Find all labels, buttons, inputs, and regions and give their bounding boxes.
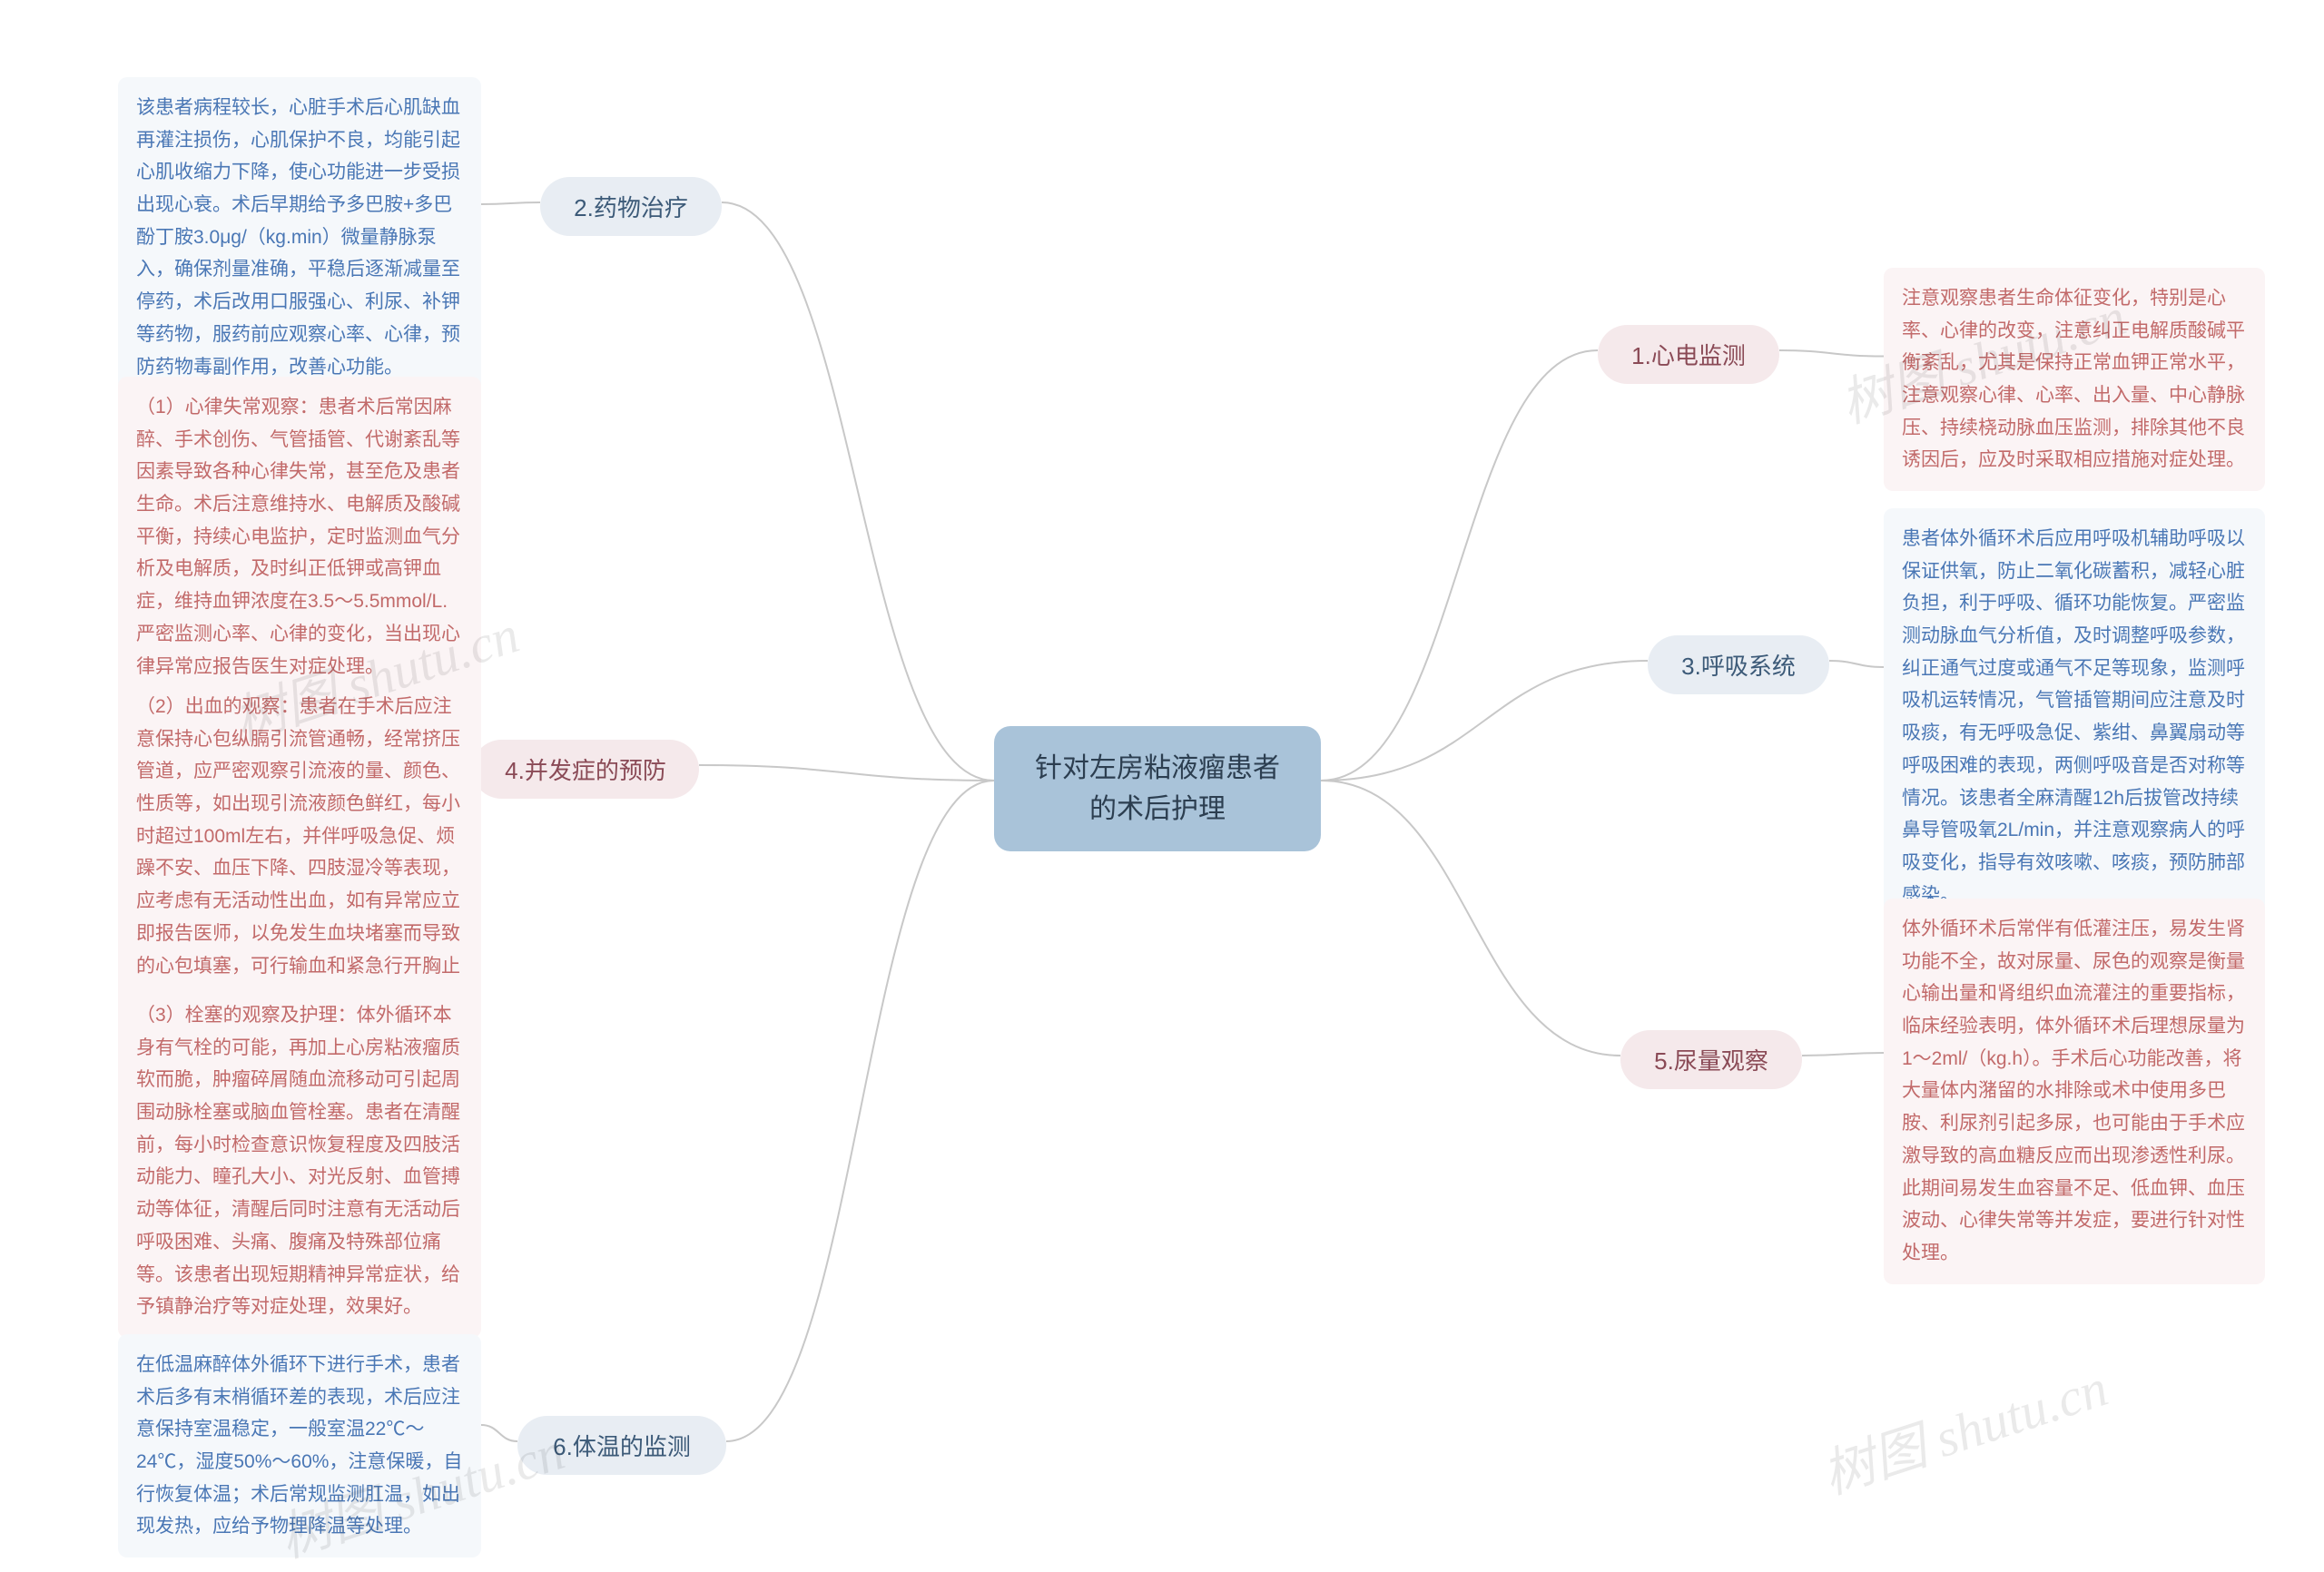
center-node-label: 针对左房粘液瘤患者的术后护理 [1027,748,1288,830]
branch-b3[interactable]: 3.呼吸系统 [1648,635,1829,694]
center-node[interactable]: 针对左房粘液瘤患者的术后护理 [994,726,1321,851]
leaf-b5-0[interactable]: 体外循环术后常伴有低灌注压，易发生肾功能不全，故对尿量、尿色的观察是衡量心输出量… [1884,899,2265,1284]
branch-b4-label: 4.并发症的预防 [505,752,666,786]
leaf-b4-0[interactable]: （1）心律失常观察：患者术后常因麻醉、手术创伤、气管插管、代谢紊乱等因素导致各种… [118,377,481,697]
leaf-b3-0-label: 患者体外循环术后应用呼吸机辅助呼吸以保证供氧，防止二氧化碳蓄积，减轻心脏负担，利… [1902,523,2247,911]
branch-b3-label: 3.呼吸系统 [1681,648,1796,682]
branch-b1-label: 1.心电监测 [1631,338,1746,371]
leaf-b3-0[interactable]: 患者体外循环术后应用呼吸机辅助呼吸以保证供氧，防止二氧化碳蓄积，减轻心脏负担，利… [1884,508,2265,926]
branch-b5[interactable]: 5.尿量观察 [1620,1030,1802,1089]
branch-b6[interactable]: 6.体温的监测 [517,1416,726,1475]
leaf-b5-0-label: 体外循环术后常伴有低灌注压，易发生肾功能不全，故对尿量、尿色的观察是衡量心输出量… [1902,913,2247,1270]
leaf-b6-0[interactable]: 在低温麻醉体外循环下进行手术，患者术后多有末梢循环差的表现，术后应注意保持室温稳… [118,1334,481,1557]
leaf-b4-2-label: （3）栓塞的观察及护理：体外循环本身有气栓的可能，再加上心房粘液瘤质软而脆，肿瘤… [136,999,463,1323]
leaf-b1-0-label: 注意观察患者生命体征变化，特别是心率、心律的改变，注意纠正电解质酸碱平衡紊乱，尤… [1902,282,2247,477]
leaf-b4-1[interactable]: （2）出血的观察：患者在手术后应注意保持心包纵膈引流管通畅，经常挤压管道，应严密… [118,676,481,1029]
leaf-b1-0[interactable]: 注意观察患者生命体征变化，特别是心率、心律的改变，注意纠正电解质酸碱平衡紊乱，尤… [1884,268,2265,491]
leaf-b2-0[interactable]: 该患者病程较长，心脏手术后心肌缺血再灌注损伤，心肌保护不良，均能引起心肌收缩力下… [118,77,481,398]
branch-b1[interactable]: 1.心电监测 [1598,325,1779,384]
leaf-b4-1-label: （2）出血的观察：患者在手术后应注意保持心包纵膈引流管通畅，经常挤压管道，应严密… [136,691,463,1015]
branch-b5-label: 5.尿量观察 [1654,1043,1768,1076]
leaf-b4-2[interactable]: （3）栓塞的观察及护理：体外循环本身有气栓的可能，再加上心房粘液瘤质软而脆，肿瘤… [118,985,481,1338]
branch-b4[interactable]: 4.并发症的预防 [472,740,699,799]
leaf-b2-0-label: 该患者病程较长，心脏手术后心肌缺血再灌注损伤，心肌保护不良，均能引起心肌收缩力下… [136,92,463,383]
leaf-b4-0-label: （1）心律失常观察：患者术后常因麻醉、手术创伤、气管插管、代谢紊乱等因素导致各种… [136,391,463,683]
watermark: 树图 shutu.cn [1811,1345,2115,1508]
leaf-b6-0-label: 在低温麻醉体外循环下进行手术，患者术后多有末梢循环差的表现，术后应注意保持室温稳… [136,1349,463,1543]
branch-b2[interactable]: 2.药物治疗 [540,177,722,236]
branch-b6-label: 6.体温的监测 [553,1429,691,1462]
branch-b2-label: 2.药物治疗 [574,190,688,223]
